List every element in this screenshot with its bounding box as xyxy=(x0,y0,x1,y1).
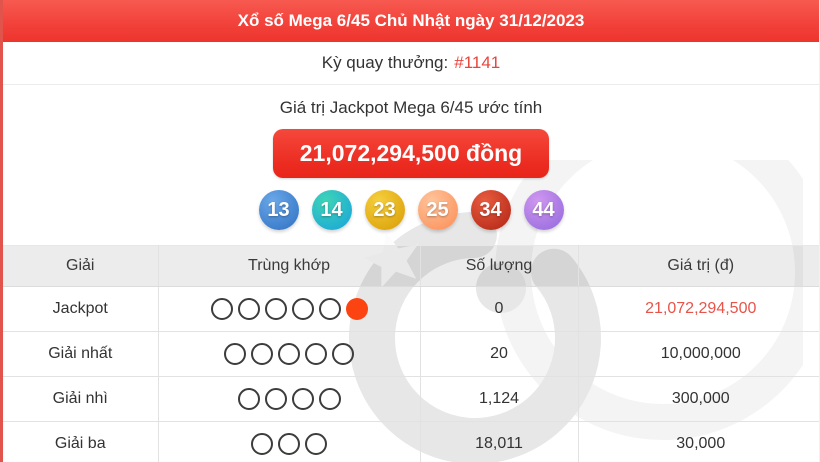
match-circle-open-icon xyxy=(237,298,260,320)
match-circles xyxy=(158,286,421,332)
prize-label: Giải ba xyxy=(3,421,159,462)
lottery-ball-34: 34 xyxy=(470,190,511,230)
match-circle-open-icon xyxy=(278,343,300,365)
match-circles xyxy=(158,376,421,422)
winning-numbers: 13 14 23 25 34 44 xyxy=(3,190,819,230)
quantity-value: 20 xyxy=(420,331,579,377)
match-circle-open-icon xyxy=(264,388,287,410)
jackpot-caption: Giá trị Jackpot Mega 6/45 ước tính xyxy=(279,98,543,117)
table-row: Giải nhì 1,124 300,000 xyxy=(3,376,819,422)
result-header-band: Xổ số Mega 6/45 Chủ Nhật ngày 31/12/2023 xyxy=(3,0,819,42)
quantity-value: 18,011 xyxy=(420,421,579,462)
match-circle-open-icon xyxy=(237,388,260,410)
lottery-ball-13: 13 xyxy=(258,190,299,230)
table-header-row: Giải Trùng khớp Số lượng Giá trị (đ) xyxy=(3,245,819,287)
prize-value: 30,000 xyxy=(578,421,819,462)
lottery-ball-25: 25 xyxy=(417,190,458,230)
match-circle-open-icon xyxy=(224,343,246,365)
table-row: Giải nhất 20 10,000,000 xyxy=(3,331,819,377)
prize-value: 10,000,000 xyxy=(578,331,819,377)
match-circle-open-icon xyxy=(251,343,273,365)
draw-label: Kỳ quay thưởng: xyxy=(321,53,449,72)
prize-label: Giải nhất xyxy=(3,331,159,377)
match-circle-open-icon xyxy=(332,343,354,365)
draw-number-link[interactable]: #1141 xyxy=(454,53,501,72)
prize-value: 300,000 xyxy=(578,376,819,422)
column-header-value: Giá trị (đ) xyxy=(578,245,819,287)
table-row: Jackpot 0 21,072,294,500 xyxy=(3,286,819,332)
lottery-ball-23: 23 xyxy=(364,190,405,230)
results-table: Giải Trùng khớp Số lượng Giá trị (đ) Jac… xyxy=(3,245,819,462)
match-circle-open-icon xyxy=(278,433,300,455)
match-circle-filled-icon xyxy=(345,298,368,320)
column-header-prize: Giải xyxy=(3,245,159,287)
quantity-value: 1,124 xyxy=(420,376,579,422)
match-circle-open-icon xyxy=(318,298,341,320)
lottery-ball-14: 14 xyxy=(311,190,352,230)
results-tbody: Jackpot 0 21,072,294,500 Giải nhất 20 10,000,… xyxy=(3,286,819,462)
prize-label: Jackpot xyxy=(3,286,159,332)
match-circle-open-icon xyxy=(305,343,327,365)
lottery-ball-44: 44 xyxy=(523,190,564,230)
match-circle-open-icon xyxy=(318,388,341,410)
column-header-quantity: Số lượng xyxy=(420,245,579,287)
match-circle-open-icon xyxy=(291,388,314,410)
prize-value: 21,072,294,500 xyxy=(578,286,819,332)
match-circle-open-icon xyxy=(251,433,273,455)
match-circles xyxy=(158,421,421,462)
match-circle-open-icon xyxy=(264,298,287,320)
draw-info-row: Kỳ quay thưởng: #1141 xyxy=(3,42,819,85)
match-circle-open-icon xyxy=(305,433,327,455)
column-header-match: Trùng khớp xyxy=(158,245,421,287)
page-title: Xổ số Mega 6/45 Chủ Nhật ngày 31/12/2023 xyxy=(237,11,585,30)
match-circles xyxy=(158,331,421,377)
prize-label: Giải nhì xyxy=(3,376,159,422)
match-circle-open-icon xyxy=(210,298,233,320)
table-row: Giải ba 18,011 30,000 xyxy=(3,421,819,462)
jackpot-amount-button[interactable]: 21,072,294,500 đồng xyxy=(272,129,550,178)
match-circle-open-icon xyxy=(291,298,314,320)
quantity-value: 0 xyxy=(420,286,579,332)
